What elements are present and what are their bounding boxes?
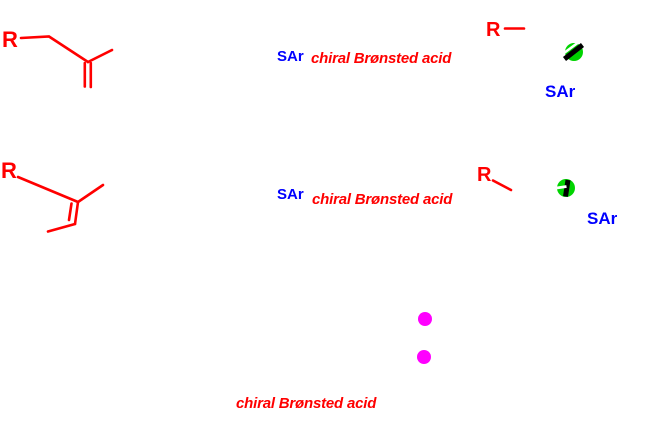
product-1-sulfenyl-label: SAr (545, 82, 576, 101)
row1-sulfenyl-reagent-label: SAr (277, 48, 304, 65)
product-2-r-group-label: R (477, 164, 492, 186)
substrate-2-r-group-label: R (1, 158, 17, 183)
bond-chain (19, 35, 90, 64)
wedge-highlight-overlay (556, 185, 567, 190)
row2-catalyst-label: chiral Brønsted acid (312, 191, 453, 208)
product-1-r-group-label: R (486, 19, 501, 41)
double-bond-line (67, 202, 73, 222)
bond (491, 179, 513, 192)
substrate-1-r-group-label: R (2, 27, 18, 52)
product-2-skeleton (491, 179, 513, 192)
row2-sulfenyl-reagent-label: SAr (277, 186, 304, 203)
product-2-sulfenyl-label: SAr (587, 209, 618, 228)
magenta-dot-icon (418, 312, 432, 326)
bond (86, 48, 114, 64)
row1-catalyst-label: chiral Brønsted acid (311, 50, 452, 67)
magenta-dot-icon (417, 350, 431, 364)
bond (46, 222, 77, 233)
footer-catalyst-label: chiral Brønsted acid (236, 395, 377, 412)
highlight-dots (417, 312, 432, 364)
substrate-1-skeleton (19, 35, 114, 89)
stereocenter-marker-2 (556, 179, 575, 197)
substrate-2-skeleton (16, 175, 105, 233)
wedge-highlight-overlay (563, 40, 581, 55)
double-bond-line (73, 200, 80, 226)
bond (16, 175, 80, 204)
wedge-bond-overlay (563, 179, 571, 197)
wedge-bond-overlay (562, 43, 585, 61)
bond (76, 183, 105, 204)
stereocenter-marker-1 (562, 40, 585, 61)
